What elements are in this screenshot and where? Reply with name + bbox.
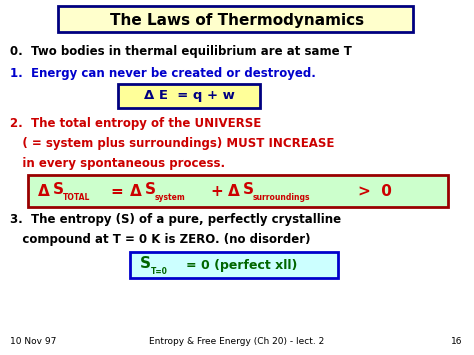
- Text: The Laws of Thermodynamics: The Laws of Thermodynamics: [110, 12, 364, 27]
- Text: 3.  The entropy (S) of a pure, perfectly crystalline: 3. The entropy (S) of a pure, perfectly …: [10, 213, 341, 226]
- Text: TOTAL: TOTAL: [63, 192, 91, 202]
- Text: S: S: [145, 182, 156, 197]
- Text: 2.  The total entropy of the UNIVERSE: 2. The total entropy of the UNIVERSE: [10, 118, 261, 131]
- Text: >  0: > 0: [358, 184, 392, 198]
- Text: 1.  Energy can never be created or destroyed.: 1. Energy can never be created or destro…: [10, 67, 316, 81]
- Text: ( = system plus surroundings) MUST INCREASE: ( = system plus surroundings) MUST INCRE…: [10, 137, 334, 151]
- Text: +: +: [210, 184, 223, 198]
- Text: in every spontaneous process.: in every spontaneous process.: [10, 157, 225, 169]
- FancyBboxPatch shape: [130, 252, 338, 278]
- Text: =: =: [110, 184, 123, 198]
- Text: Δ: Δ: [130, 184, 142, 198]
- Text: S: S: [53, 182, 64, 197]
- Text: surroundings: surroundings: [253, 192, 310, 202]
- Text: S: S: [243, 182, 254, 197]
- Text: 10 Nov 97: 10 Nov 97: [10, 338, 56, 346]
- Text: compound at T = 0 K is ZERO. (no disorder): compound at T = 0 K is ZERO. (no disorde…: [10, 234, 310, 246]
- Text: S: S: [140, 257, 151, 272]
- Text: Δ: Δ: [38, 184, 50, 198]
- FancyBboxPatch shape: [28, 175, 448, 207]
- Text: Entropy & Free Energy (Ch 20) - lect. 2: Entropy & Free Energy (Ch 20) - lect. 2: [149, 338, 325, 346]
- Text: Δ E  = q + w: Δ E = q + w: [144, 89, 235, 103]
- Text: system: system: [155, 192, 186, 202]
- FancyBboxPatch shape: [118, 84, 260, 108]
- Text: 0.  Two bodies in thermal equilibrium are at same T: 0. Two bodies in thermal equilibrium are…: [10, 45, 352, 59]
- Text: T=0: T=0: [151, 267, 168, 275]
- FancyBboxPatch shape: [58, 6, 413, 32]
- Text: 16: 16: [450, 338, 462, 346]
- Text: = 0 (perfect xll): = 0 (perfect xll): [186, 258, 297, 272]
- Text: Δ: Δ: [228, 184, 240, 198]
